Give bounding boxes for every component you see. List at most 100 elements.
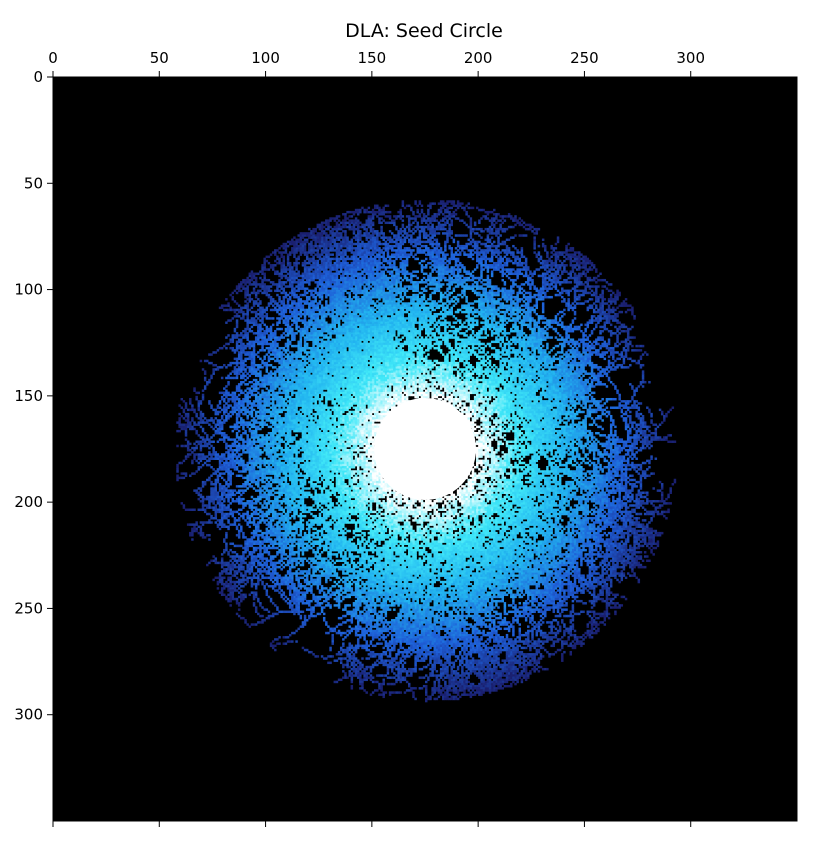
cluster-particle bbox=[329, 315, 332, 318]
cluster-particle bbox=[397, 355, 400, 358]
cluster-particle bbox=[376, 395, 379, 399]
cluster-particle bbox=[361, 332, 364, 335]
cluster-particle bbox=[384, 244, 388, 248]
cluster-particle bbox=[393, 302, 396, 305]
cluster-particle bbox=[405, 304, 409, 307]
cluster-particle bbox=[271, 336, 275, 339]
cluster-particle bbox=[333, 363, 337, 367]
cluster-particle bbox=[503, 272, 507, 276]
cluster-particle bbox=[269, 264, 273, 267]
cluster-particle bbox=[339, 366, 343, 369]
cluster-particle bbox=[265, 361, 269, 365]
cluster-particle bbox=[412, 325, 415, 329]
cluster-particle bbox=[284, 291, 288, 295]
cluster-particle bbox=[329, 431, 332, 435]
cluster-particle bbox=[444, 332, 447, 335]
cluster-particle bbox=[305, 372, 309, 375]
cluster-particle bbox=[480, 261, 483, 265]
cluster-particle bbox=[291, 285, 294, 288]
cluster-particle bbox=[322, 359, 326, 363]
cluster-particle bbox=[322, 315, 326, 318]
cluster-particle bbox=[380, 366, 383, 369]
cluster-particle bbox=[297, 249, 300, 252]
cluster-particle bbox=[310, 289, 313, 293]
cluster-particle bbox=[354, 359, 358, 363]
cluster-particle bbox=[310, 302, 313, 305]
cluster-particle bbox=[282, 321, 286, 324]
cluster-particle bbox=[378, 385, 381, 388]
cluster-particle bbox=[403, 287, 407, 290]
cluster-particle bbox=[399, 300, 402, 303]
cluster-particle bbox=[407, 327, 411, 331]
cluster-particle bbox=[280, 374, 283, 378]
cluster-particle bbox=[318, 385, 322, 388]
cluster-particle bbox=[356, 221, 360, 225]
cluster-particle bbox=[403, 317, 407, 320]
cluster-particle bbox=[369, 306, 373, 310]
cluster-particle bbox=[382, 272, 385, 276]
cluster-particle bbox=[276, 285, 279, 288]
cluster-particle bbox=[395, 291, 398, 295]
cluster-particle bbox=[308, 378, 311, 382]
cluster-particle bbox=[267, 261, 271, 265]
cluster-particle bbox=[312, 238, 315, 242]
cluster-particle bbox=[346, 402, 349, 405]
cluster-particle bbox=[278, 306, 281, 310]
cluster-particle bbox=[314, 355, 317, 358]
cluster-particle bbox=[271, 264, 275, 267]
cluster-particle bbox=[310, 321, 313, 324]
cluster-particle bbox=[388, 370, 392, 373]
cluster-particle bbox=[346, 459, 349, 463]
cluster-particle bbox=[493, 312, 496, 316]
cluster-particle bbox=[407, 383, 411, 386]
cluster-particle bbox=[248, 274, 252, 278]
cluster-particle bbox=[320, 261, 324, 265]
cluster-particle bbox=[495, 268, 498, 271]
cluster-particle bbox=[342, 242, 345, 246]
cluster-particle bbox=[252, 321, 256, 324]
cluster-particle bbox=[329, 278, 332, 282]
cluster-particle bbox=[484, 289, 487, 293]
cluster-particle bbox=[335, 355, 339, 358]
cluster-particle bbox=[339, 236, 343, 239]
cluster-particle bbox=[350, 268, 354, 271]
cluster-particle bbox=[348, 357, 351, 361]
cluster-particle bbox=[278, 283, 281, 286]
cluster-particle bbox=[390, 283, 394, 286]
cluster-particle bbox=[384, 300, 388, 303]
cluster-particle bbox=[346, 414, 349, 418]
cluster-particle bbox=[378, 315, 381, 318]
cluster-particle bbox=[382, 232, 385, 235]
cluster-particle bbox=[425, 244, 428, 248]
cluster-particle bbox=[414, 370, 417, 373]
cluster-particle bbox=[437, 289, 441, 293]
cluster-particle bbox=[282, 380, 286, 384]
cluster-particle bbox=[316, 506, 320, 509]
cluster-particle bbox=[386, 338, 390, 341]
cluster-particle bbox=[325, 302, 328, 305]
cluster-particle bbox=[342, 451, 345, 454]
cluster-particle bbox=[333, 391, 337, 395]
cluster-particle bbox=[442, 374, 445, 378]
cluster-particle bbox=[382, 351, 385, 354]
cluster-particle bbox=[284, 249, 288, 252]
cluster-particle bbox=[301, 372, 305, 375]
cluster-particle bbox=[497, 289, 500, 293]
cluster-particle bbox=[507, 319, 511, 322]
cluster-particle bbox=[407, 336, 411, 339]
cluster-particle bbox=[342, 408, 345, 412]
cluster-particle bbox=[299, 429, 303, 433]
cluster-particle bbox=[318, 376, 322, 380]
cluster-particle bbox=[346, 325, 349, 329]
cluster-particle bbox=[378, 259, 381, 263]
cluster-particle bbox=[378, 208, 381, 212]
cluster-particle bbox=[356, 423, 360, 426]
cluster-particle bbox=[331, 489, 334, 492]
cluster-particle bbox=[291, 312, 294, 316]
cluster-particle bbox=[337, 442, 341, 446]
cluster-particle bbox=[380, 208, 383, 212]
cluster-particle bbox=[435, 312, 439, 316]
cluster-particle bbox=[346, 342, 349, 346]
cluster-particle bbox=[473, 281, 477, 284]
cluster-particle bbox=[386, 266, 390, 269]
